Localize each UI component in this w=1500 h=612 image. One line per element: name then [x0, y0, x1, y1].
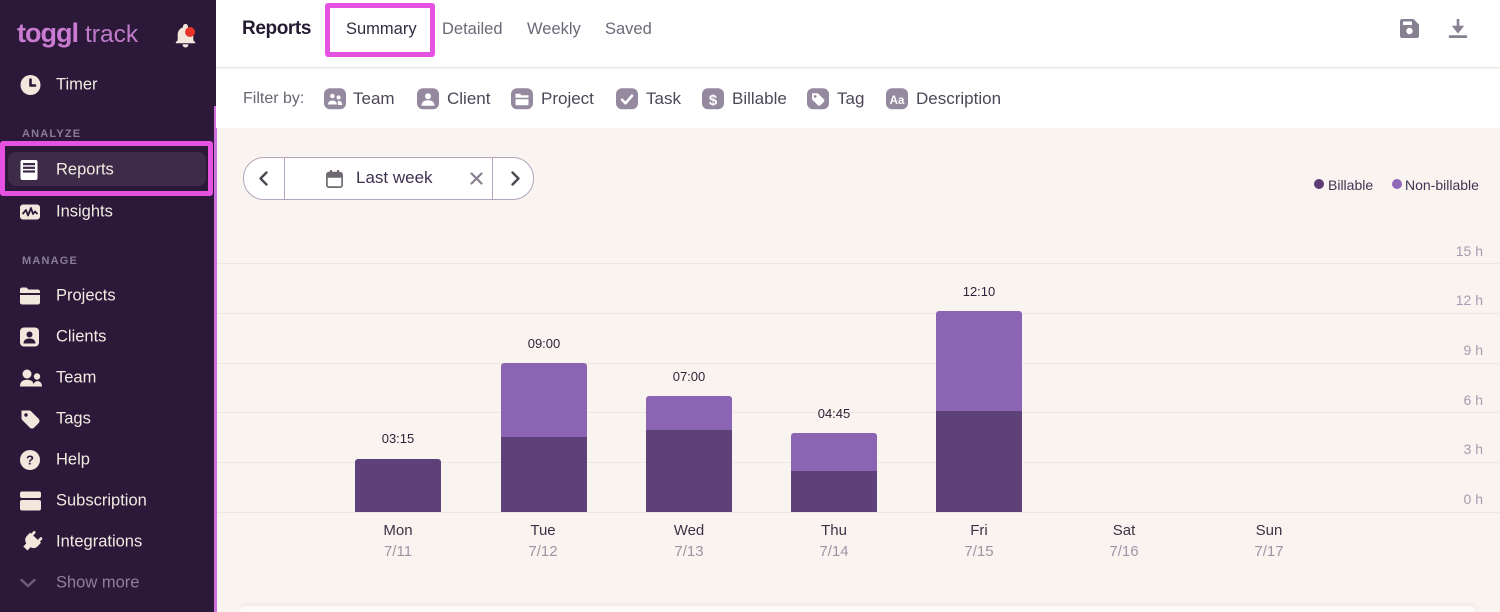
svg-text:$: $ [709, 91, 718, 108]
svg-text:?: ? [26, 453, 34, 468]
svg-text:Aa: Aa [890, 94, 905, 106]
